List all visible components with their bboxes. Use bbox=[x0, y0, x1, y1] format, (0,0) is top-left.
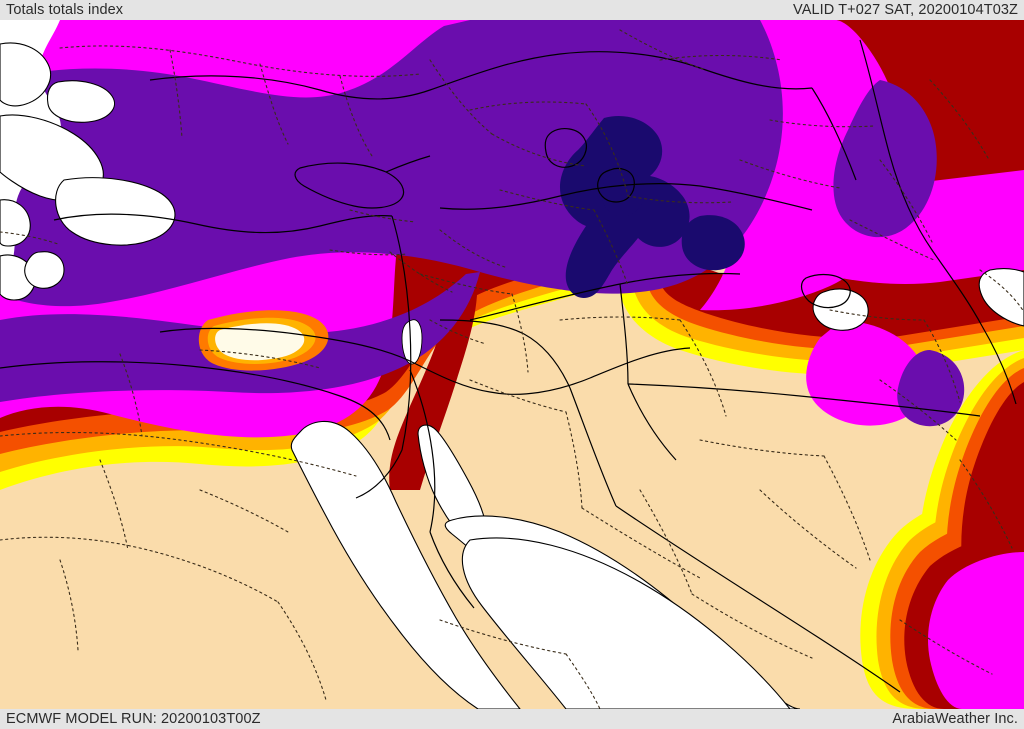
weather-contour-map[interactable] bbox=[0, 20, 1024, 709]
provider-label: ArabiaWeather Inc. bbox=[892, 711, 1018, 727]
map-viewport[interactable] bbox=[0, 20, 1024, 709]
page-title: Totals totals index bbox=[6, 2, 124, 18]
water-bodies bbox=[0, 20, 1024, 709]
admin-borders bbox=[0, 29, 1024, 709]
header-bar: Totals totals index VALID T+027 SAT, 202… bbox=[0, 0, 1024, 20]
contour-band-navy bbox=[559, 116, 745, 299]
footer-bar: ECMWF MODEL RUN: 20200103T00Z ArabiaWeat… bbox=[0, 709, 1024, 729]
national-borders bbox=[0, 39, 1017, 693]
model-run-label: ECMWF MODEL RUN: 20200103T00Z bbox=[6, 711, 261, 727]
valid-time-label: VALID T+027 SAT, 20200104T03Z bbox=[793, 2, 1018, 18]
